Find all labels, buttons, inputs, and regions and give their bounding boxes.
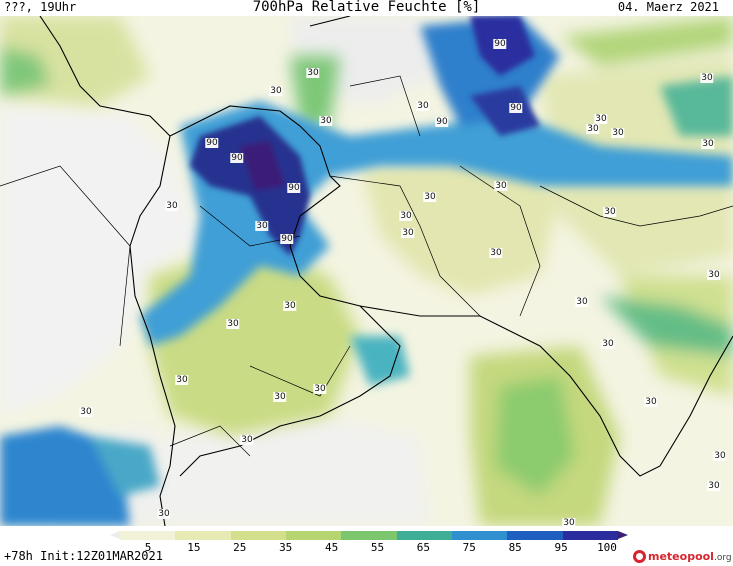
- colorbar-tick-label: 65: [416, 541, 431, 554]
- colorbar-tick-label: 100: [597, 541, 617, 554]
- map-title: 700hPa Relative Feuchte [%]: [252, 0, 481, 15]
- contour-label: 30: [306, 68, 320, 78]
- run-info: +78h Init:12Z01MAR2021: [4, 549, 163, 563]
- contour-label: 30: [226, 319, 240, 329]
- contour-label: 30: [401, 228, 415, 238]
- colorbar-segment: [452, 531, 508, 540]
- meteopool-logo[interactable]: meteopool.org: [633, 547, 732, 565]
- contour-label: 30: [586, 124, 600, 134]
- logo-icon: [633, 549, 646, 563]
- contour-label: 30: [273, 392, 287, 402]
- colorbar-tick-label: 35: [279, 541, 293, 554]
- colorbar-tick-label: 5: [144, 541, 152, 554]
- logo-name: meteopool: [648, 549, 714, 563]
- colorbar-segment: [286, 531, 342, 540]
- contour-label: 90: [287, 183, 301, 193]
- contour-label: 30: [611, 128, 625, 138]
- humidity-map[interactable]: 30 30 30 30 30 30 30 30 30 30 30 30 30 3…: [0, 16, 733, 526]
- colorbar-segment: [341, 531, 398, 540]
- contour-label: 30: [269, 86, 283, 96]
- colorbar-tick-label: 15: [187, 541, 201, 554]
- colorbar-tick-label: 25: [233, 541, 247, 554]
- contour-label: 30: [416, 101, 430, 111]
- colorbar-segment: [175, 531, 232, 540]
- colorbar-tick-label: 85: [508, 541, 522, 554]
- map-canvas: [0, 16, 733, 526]
- colorbar: [110, 531, 628, 540]
- contour-label: 30: [489, 248, 503, 258]
- colorbar-tick-label: 55: [370, 541, 385, 554]
- coastlines: [39, 16, 733, 526]
- colorbar-max-arrow: [618, 531, 628, 539]
- contour-label: 30: [701, 139, 715, 149]
- colorbar-segment: [507, 531, 564, 540]
- contour-label: 30: [283, 301, 297, 311]
- colorbar-tick-label: 45: [324, 541, 339, 554]
- colorbar-tick-label: 95: [554, 541, 568, 554]
- colorbar-min-arrow: [110, 531, 120, 539]
- contour-label: 30: [603, 207, 617, 217]
- contour-label: 30: [494, 181, 508, 191]
- contour-label: 90: [493, 39, 507, 49]
- contour-label: 30: [707, 481, 721, 491]
- contour-label: 30: [399, 211, 413, 221]
- borders: [0, 75, 733, 457]
- colorbar-tick-label: 75: [462, 541, 476, 554]
- contour-label: 30: [601, 339, 615, 349]
- contour-label: 30: [313, 384, 327, 394]
- contour-label: 30: [319, 116, 333, 126]
- contour-label: 30: [700, 73, 714, 83]
- contour-label: 30: [423, 192, 437, 202]
- contour-label: 30: [79, 407, 93, 417]
- colorbar-segment: [562, 531, 619, 540]
- contour-label: 90: [509, 103, 523, 113]
- contour-label: 30: [644, 397, 658, 407]
- contour-label: 30: [157, 509, 171, 519]
- logo-tld: .org: [713, 552, 732, 563]
- contour-label: 30: [165, 201, 179, 211]
- contour-label: 30: [707, 270, 721, 280]
- contour-label: 30: [240, 435, 254, 445]
- contour-label: 30: [175, 375, 189, 385]
- contour-label: 30: [562, 518, 576, 526]
- contour-label: 90: [435, 117, 449, 127]
- contour-label: 30: [594, 114, 608, 124]
- contour-label: 30: [713, 451, 727, 461]
- location-label: ???, 19Uhr: [4, 0, 77, 14]
- colorbar-segment: [120, 531, 176, 540]
- contour-label: 30: [255, 221, 269, 231]
- contour-label: 90: [230, 153, 244, 163]
- colorbar-segment: [396, 531, 453, 540]
- contour-label: 30: [575, 297, 589, 307]
- contour-label: 90: [205, 138, 219, 148]
- contour-label: 90: [280, 234, 294, 244]
- colorbar-segment: [230, 531, 287, 540]
- forecast-date: 04. Maerz 2021: [617, 0, 719, 14]
